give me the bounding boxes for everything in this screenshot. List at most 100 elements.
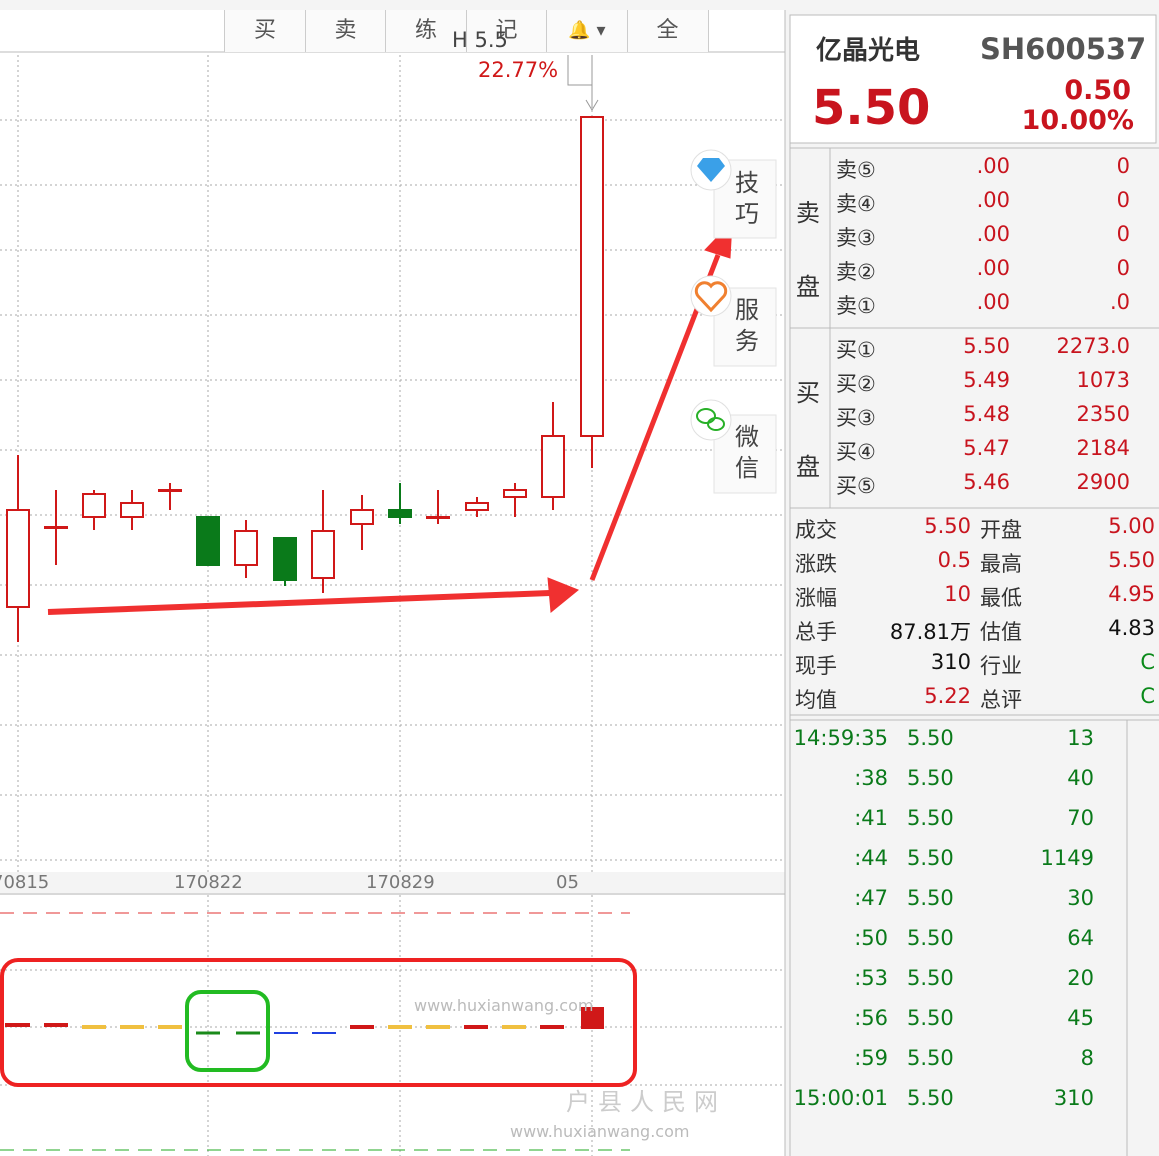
stat-value: C — [1140, 684, 1155, 708]
stat-value: 4.95 — [1108, 582, 1155, 606]
book-volume: 0 — [1116, 222, 1130, 246]
trade-time: :44 — [854, 846, 888, 870]
stock-change-pct: 10.00% — [1021, 105, 1134, 136]
candle-part — [580, 116, 604, 437]
stock-code: SH600537 — [980, 32, 1147, 66]
trade-time: :53 — [854, 966, 888, 990]
book-volume: 2273.0 — [1056, 334, 1130, 358]
stat-value: 310 — [930, 650, 971, 674]
trade-price: 5.50 — [907, 886, 954, 910]
book-label: 买⑤ — [836, 474, 876, 498]
quote-frame — [789, 14, 1159, 1156]
trade-time: :59 — [854, 1046, 888, 1070]
book-price: 5.47 — [963, 436, 1010, 460]
book-price: .00 — [976, 256, 1010, 280]
candle-part — [196, 516, 220, 566]
book-price: 5.49 — [963, 368, 1010, 392]
stock-name: 亿晶光电 — [816, 36, 921, 66]
stat-value: 0.5 — [937, 548, 971, 572]
book-label: 卖① — [836, 294, 876, 318]
book-volume: 0 — [1116, 188, 1130, 212]
candle-part — [273, 537, 297, 581]
book-side-label: 卖盘 — [796, 199, 820, 301]
book-volume: .0 — [1109, 290, 1130, 314]
candle-part — [311, 530, 335, 579]
stat-label: 开盘 — [980, 518, 1022, 542]
stock-price: 5.50 — [812, 80, 931, 136]
trade-time: 14:59:35 — [793, 726, 888, 750]
trade-time: :50 — [854, 926, 888, 950]
trade-volume: 64 — [1067, 926, 1094, 950]
watermark: www.huxianwang.com — [510, 1122, 690, 1141]
candle-part — [503, 489, 527, 498]
stat-label: 最低 — [980, 586, 1022, 610]
trade-volume: 310 — [1053, 1086, 1094, 1110]
trade-volume: 40 — [1067, 766, 1094, 790]
stat-value: 4.83 — [1108, 616, 1155, 640]
x-tick-label: 170822 — [174, 872, 243, 893]
trade-volume: 70 — [1067, 806, 1094, 830]
x-tick-label: 70815 — [0, 872, 50, 893]
trade-price: 5.50 — [907, 806, 954, 830]
book-label: 买② — [836, 372, 876, 396]
trade-volume: 13 — [1067, 726, 1094, 750]
stat-label: 总手 — [795, 620, 837, 644]
side-button[interactable]: 服务 — [735, 296, 759, 355]
toolbar-button[interactable]: 买 — [224, 10, 305, 52]
toolbar-button[interactable]: 练 — [385, 10, 466, 52]
stock-change: 0.50 — [1064, 75, 1131, 106]
book-price: .00 — [976, 290, 1010, 314]
bell-button[interactable]: 🔔 ▾ — [546, 10, 627, 52]
trade-volume: 20 — [1067, 966, 1094, 990]
high-label: H 5.5 — [452, 28, 508, 52]
trade-price: 5.50 — [907, 726, 954, 750]
trade-price: 5.50 — [907, 926, 954, 950]
side-button[interactable]: 技巧 — [735, 169, 759, 228]
trade-volume: 30 — [1067, 886, 1094, 910]
book-label: 买③ — [836, 406, 876, 430]
side-button[interactable]: 微信 — [735, 423, 759, 482]
chart-bg — [0, 10, 785, 872]
candle-part — [541, 435, 565, 498]
stat-label: 总评 — [980, 688, 1022, 712]
candle-part — [82, 493, 106, 518]
book-price: .00 — [976, 154, 1010, 178]
stat-value: C — [1140, 650, 1155, 674]
trade-time: :47 — [854, 886, 888, 910]
stat-value: 5.50 — [924, 514, 971, 538]
toolbar-button[interactable]: 卖 — [304, 10, 386, 52]
stat-value: 5.22 — [924, 684, 971, 708]
stat-label: 行业 — [980, 654, 1022, 678]
book-label: 卖④ — [836, 192, 876, 216]
stat-label: 成交 — [795, 518, 837, 542]
highlight-box — [0, 958, 637, 1087]
book-label: 买④ — [836, 440, 876, 464]
candle-part — [158, 489, 182, 492]
stat-label: 涨跌 — [795, 552, 837, 576]
highlight-box — [185, 990, 270, 1072]
trade-price: 5.50 — [907, 1086, 954, 1110]
book-volume: 2350 — [1076, 402, 1130, 426]
indicator-dashes — [5, 1007, 604, 1035]
candles — [6, 116, 604, 642]
high-pointer — [567, 55, 593, 108]
book-price: .00 — [976, 188, 1010, 212]
trade-volume: 8 — [1080, 1046, 1094, 1070]
stat-label: 最高 — [980, 552, 1022, 576]
toolbar-button[interactable]: 记 — [465, 10, 547, 52]
stat-label: 涨幅 — [795, 586, 837, 610]
x-tick-label: 05 — [556, 872, 579, 893]
stat-label: 现手 — [795, 654, 837, 678]
book-volume: 2900 — [1076, 470, 1130, 494]
trade-time: :38 — [854, 766, 888, 790]
book-price: .00 — [976, 222, 1010, 246]
book-volume: 2184 — [1076, 436, 1130, 460]
stat-label: 均值 — [795, 688, 837, 712]
candle-part — [234, 530, 258, 566]
toolbar-button[interactable]: 全 — [626, 10, 709, 52]
candle-part — [120, 502, 144, 518]
book-side-label: 买盘 — [796, 379, 820, 481]
book-label: 买① — [836, 338, 876, 362]
trade-time: 15:00:01 — [793, 1086, 888, 1110]
